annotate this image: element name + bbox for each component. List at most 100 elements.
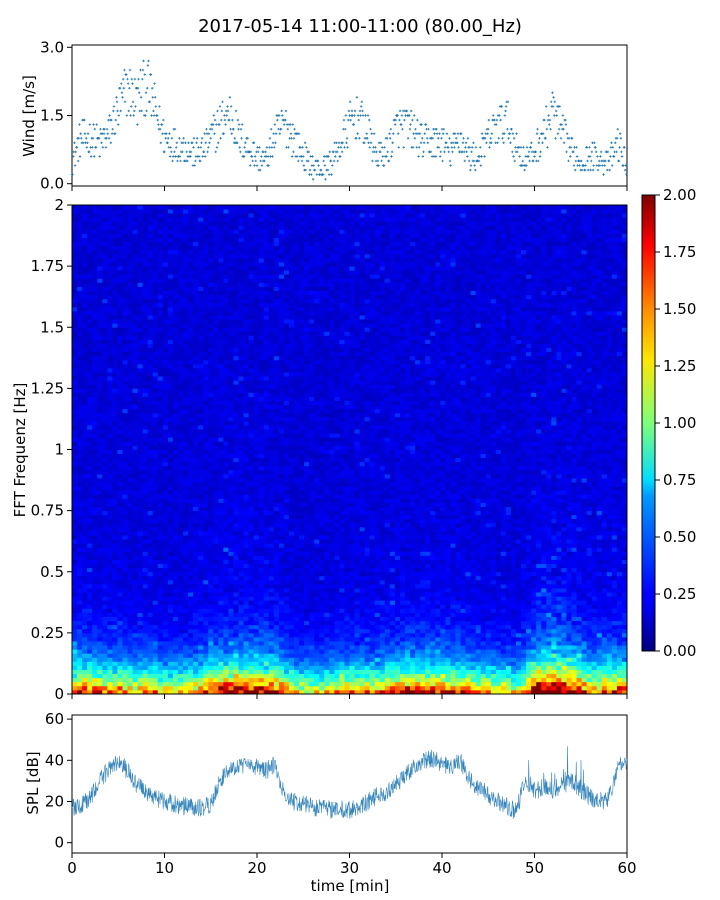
spectrogram-cell [601,641,608,646]
spectrogram-cell [369,596,376,601]
spectrogram-cell [601,612,608,617]
wind-point [242,155,246,158]
spectrogram-cell [521,596,527,601]
spectrogram-cell [445,628,451,634]
wind-point [152,114,156,117]
spectrogram-cell [107,567,113,573]
wind-point [513,159,516,163]
spectrogram-cell [324,628,330,634]
spectrogram-cell [475,592,482,597]
spectrogram-cell [475,579,482,585]
spectrogram-cell [465,563,471,569]
spectrogram-cell [324,665,330,670]
wind-point [308,168,312,172]
spectrogram-cell [314,583,320,589]
spectrogram-cell [243,620,249,626]
wind-point [278,114,281,117]
spectrogram-cell [526,559,532,564]
spectrogram-cell [420,689,426,695]
spectrogram-cell [541,555,547,560]
spectrogram-cell [460,673,466,679]
spectrogram-cell [531,583,537,589]
wind-point [585,146,589,149]
wind-point [372,132,376,135]
spectrogram-cell [82,612,88,617]
spectrogram-cell [566,641,572,646]
spectrogram-cell [324,567,330,573]
spectrogram-cell [359,620,366,626]
spectrogram-cell [354,571,360,577]
spectrogram-cell [102,588,108,593]
spectrogram-cell [354,592,360,597]
spectrogram-cell [384,653,391,658]
wind-point [491,114,495,117]
wind-point [120,82,123,85]
spectrogram-cell [596,579,603,585]
spectrogram-cell [283,551,290,556]
wind-point [535,132,539,135]
wind-point [393,123,397,126]
spectrogram-cell [309,583,315,589]
wind-point [123,100,127,104]
spectrogram-cell [566,612,572,617]
spectrogram-cell [127,543,133,548]
wind-point [300,159,304,163]
spectrogram-cell [510,555,517,560]
spectrogram-cell [122,539,128,544]
spectrogram-cell [531,588,537,593]
spectrogram-cell [183,624,189,630]
spectrogram-cell [198,608,204,613]
spectrogram-cell [112,592,118,597]
spectrogram-cell [536,649,542,654]
spectrogram-cell [531,543,537,548]
spectrogram-cell [440,685,446,691]
spectrogram-cell [475,636,482,642]
spectrogram-cell [309,575,315,581]
wind-point [389,127,393,131]
spectrogram-cell [394,636,401,642]
wind-point [249,164,252,167]
wind-point [271,155,274,158]
wind-point [189,155,192,158]
spectrogram-cell [97,628,103,634]
spectrogram-cell [72,689,78,695]
wind-point [251,159,254,163]
spectrogram-cell [92,592,98,597]
spectrogram-cell [561,559,567,564]
spectrogram-cell [470,645,477,650]
spectrogram-cell [147,600,154,605]
spectrogram-cell [283,669,290,675]
spectrogram-cell [294,669,300,675]
spectrogram-cell [319,579,325,585]
spectrogram-cell [77,620,83,626]
spectrogram-cell [405,600,411,605]
spectrogram-cell [72,632,78,638]
spectrogram-cell [319,624,325,630]
wind-point [244,141,247,144]
spectrogram-cell [248,575,255,581]
spectrogram-cell [450,575,456,581]
spectrogram-cell [490,543,497,548]
spectrogram-cell [591,583,598,589]
wind-point [525,164,528,167]
spectrogram-cell [521,588,527,593]
spectrogram-cell [72,543,78,548]
wind-point [86,132,90,135]
wind-point [206,150,209,154]
wind-point [85,146,88,149]
spectrogram-cell [97,624,103,630]
wind-point [123,68,126,72]
spectrogram-cell [500,661,507,666]
spectrogram-cell [450,608,456,613]
spectrogram-cell [72,645,78,650]
spectrogram-cell [142,620,149,626]
spectrogram-cell [304,661,310,666]
spectrogram-cell [616,628,623,634]
spectrogram-cell [455,608,461,613]
spectrogram-cell [526,596,532,601]
spectrogram-cell [253,620,260,626]
spectrogram-cell [450,547,456,552]
spectrogram-cell [374,681,381,687]
spectrogram-cell [455,636,461,642]
spectrogram-cell [475,600,482,605]
